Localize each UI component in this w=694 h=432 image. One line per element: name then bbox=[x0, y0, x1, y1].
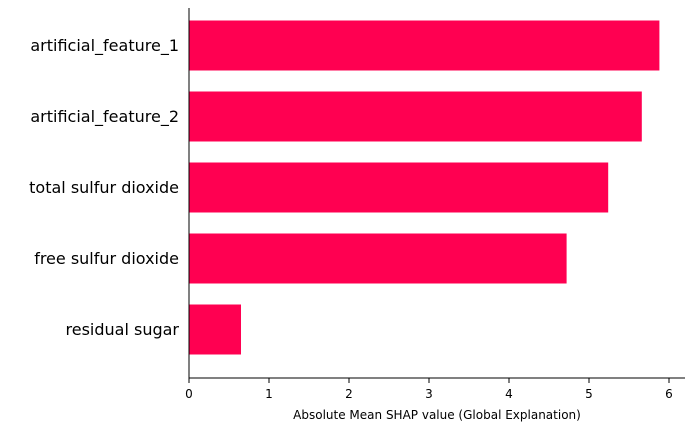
x-tick-label-5: 5 bbox=[585, 387, 593, 401]
x-tick-label-4: 4 bbox=[505, 387, 513, 401]
bar-2 bbox=[189, 162, 609, 213]
bar-1 bbox=[189, 91, 642, 142]
bar-4 bbox=[189, 304, 241, 355]
x-axis: 0 1 2 3 4 5 6 bbox=[185, 8, 685, 401]
x-axis-title: Absolute Mean SHAP value (Global Explana… bbox=[293, 408, 581, 422]
bar-0 bbox=[189, 20, 660, 71]
category-label-1: artificial_feature_2 bbox=[30, 107, 179, 127]
bars-layer bbox=[189, 20, 660, 355]
category-label-3: free sulfur dioxide bbox=[34, 249, 179, 268]
x-tick-label-2: 2 bbox=[345, 387, 353, 401]
bar-3 bbox=[189, 233, 567, 284]
x-tick-label-0: 0 bbox=[185, 387, 193, 401]
x-tick-label-6: 6 bbox=[665, 387, 673, 401]
category-label-0: artificial_feature_1 bbox=[30, 36, 179, 56]
x-tick-label-1: 1 bbox=[265, 387, 273, 401]
category-label-2: total sulfur dioxide bbox=[29, 178, 179, 197]
category-label-4: residual sugar bbox=[66, 320, 180, 339]
x-tick-label-3: 3 bbox=[425, 387, 433, 401]
category-labels: artificial_feature_1 artificial_feature_2… bbox=[29, 36, 179, 339]
